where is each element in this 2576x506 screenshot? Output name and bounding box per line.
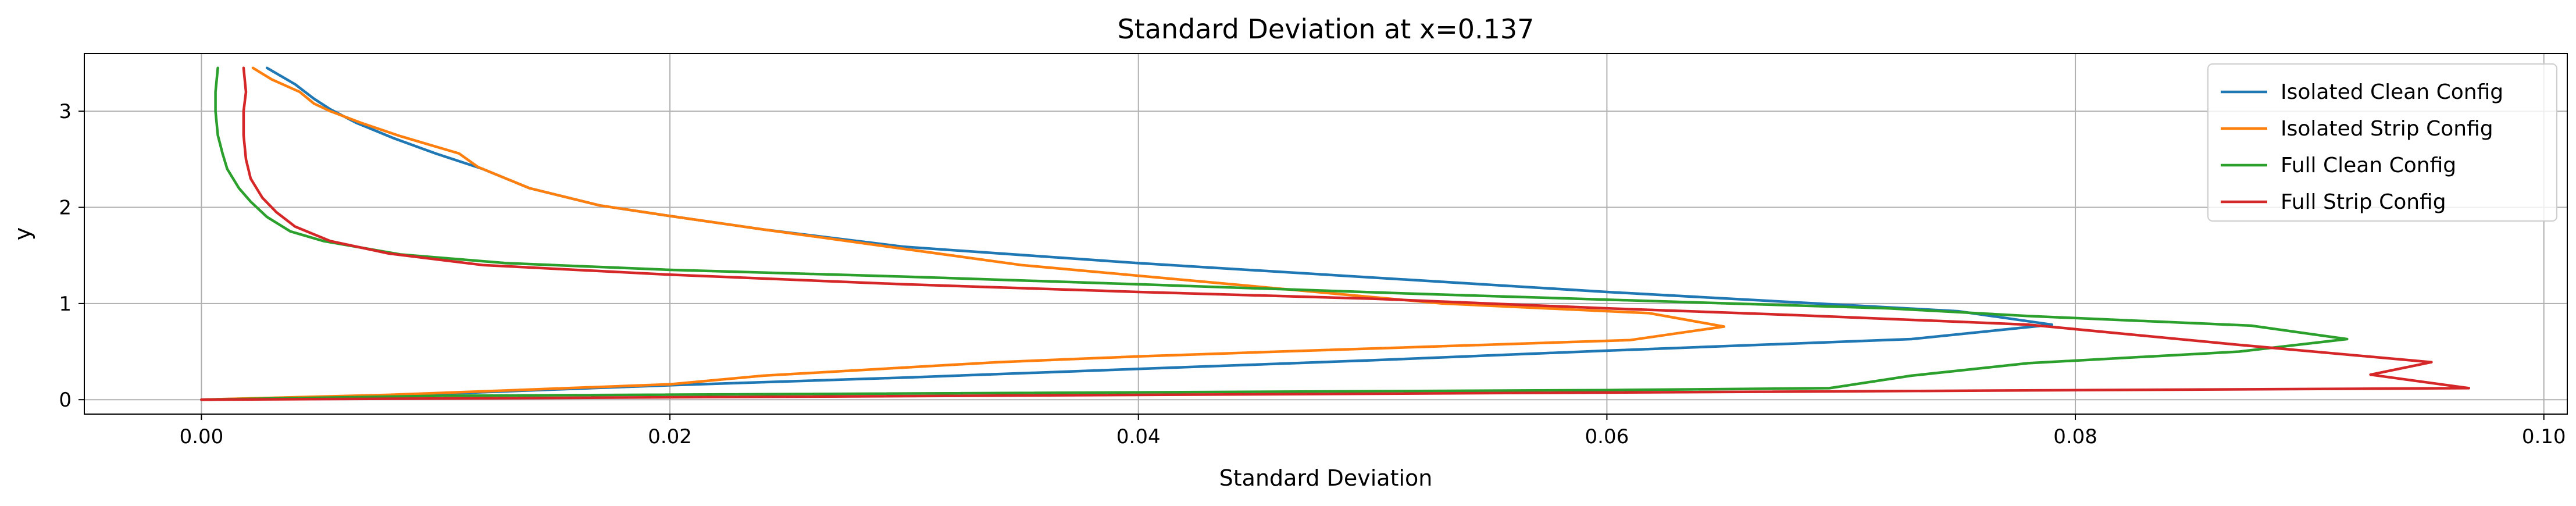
- y-tick-label: 0: [59, 389, 72, 412]
- x-tick-label: 0.00: [180, 425, 224, 448]
- x-tick-label: 0.02: [648, 425, 692, 448]
- legend-label: Full Strip Config: [2281, 190, 2446, 214]
- y-axis-label: y: [10, 227, 35, 241]
- x-axis-label: Standard Deviation: [1219, 465, 1433, 491]
- chart-title: Standard Deviation at x=0.137: [1118, 13, 1535, 45]
- series-line-4: [200, 66, 2471, 401]
- grid-layer: [84, 54, 2567, 414]
- legend: Isolated Clean Config Isolated Strip Conf…: [2207, 63, 2557, 222]
- y-tick-label: 2: [59, 197, 72, 220]
- series-line-2: [200, 66, 1726, 401]
- y-tick-label: 3: [59, 100, 72, 123]
- y-tick-label: 1: [59, 293, 72, 316]
- x-tick-label: 0.08: [2053, 425, 2097, 448]
- legend-label: Isolated Strip Config: [2281, 117, 2493, 141]
- legend-box: [2207, 63, 2557, 222]
- series-line-1: [200, 66, 2054, 401]
- plot-frame: [84, 53, 2568, 415]
- x-tick-label: 0.06: [1585, 425, 1629, 448]
- series-layer: [200, 66, 2471, 401]
- tick-layer: 0.00 0.02 0.04 0.06 0.08 0.10 0 1 2 3: [59, 100, 2566, 448]
- series-line-3: [200, 66, 2349, 401]
- legend-label: Isolated Clean Config: [2281, 80, 2503, 104]
- x-tick-label: 0.10: [2522, 425, 2566, 448]
- x-tick-label: 0.04: [1116, 425, 1161, 448]
- legend-label: Full Clean Config: [2281, 154, 2456, 177]
